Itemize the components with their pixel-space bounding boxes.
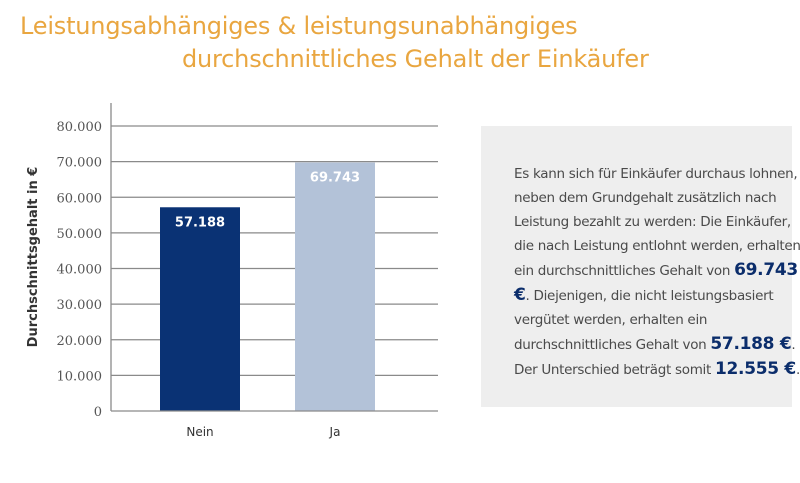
- info-text-part: .: [795, 362, 800, 378]
- info-text-part: . Diejenigen, die nicht leistungsbasiert…: [514, 288, 774, 353]
- y-tick-label: 0: [94, 405, 102, 420]
- y-tick-label: 70.000: [57, 156, 103, 171]
- chart-title-line2: durchschnittliches Gehalt der Einkäufer: [182, 45, 649, 73]
- highlight-value-ja: 69.743 €: [514, 260, 798, 305]
- y-tick-label: 80.000: [57, 120, 103, 135]
- info-text: Es kann sich für Einkäufer durchaus lohn…: [514, 162, 800, 382]
- y-tick-label: 40.000: [57, 263, 103, 278]
- info-text-part: Es kann sich für Einkäufer durchaus lohn…: [514, 166, 800, 279]
- y-tick-label: 10.000: [57, 369, 103, 384]
- y-tick-label: 50.000: [57, 227, 103, 242]
- info-text-part: . Der Unterschied beträgt somit: [514, 337, 796, 378]
- x-tick-label: Ja: [329, 425, 341, 439]
- bar-chart: 0 10.000 20.000 30.000 40.000 50.000 60.000 70.…: [26, 103, 438, 439]
- info-box: Es kann sich für Einkäufer durchaus lohn…: [481, 126, 800, 407]
- chart-title-line1: Leistungsabhängiges & leistungsunabhängi…: [20, 12, 578, 40]
- bar-ja: [295, 162, 375, 411]
- data-label: 69.743: [310, 171, 360, 186]
- data-label: 57.188: [175, 215, 225, 230]
- bar-nein: [160, 207, 240, 411]
- highlight-value-nein: 57.188 €: [710, 334, 792, 354]
- y-tick-label: 60.000: [57, 191, 103, 206]
- y-tick-label: 30.000: [57, 298, 103, 313]
- x-tick-label: Nein: [186, 425, 213, 439]
- y-axis-label: Durchschnittsgehalt in €: [26, 167, 41, 348]
- y-tick-label: 20.000: [57, 334, 103, 349]
- highlight-value-difference: 12.555 €: [714, 359, 796, 379]
